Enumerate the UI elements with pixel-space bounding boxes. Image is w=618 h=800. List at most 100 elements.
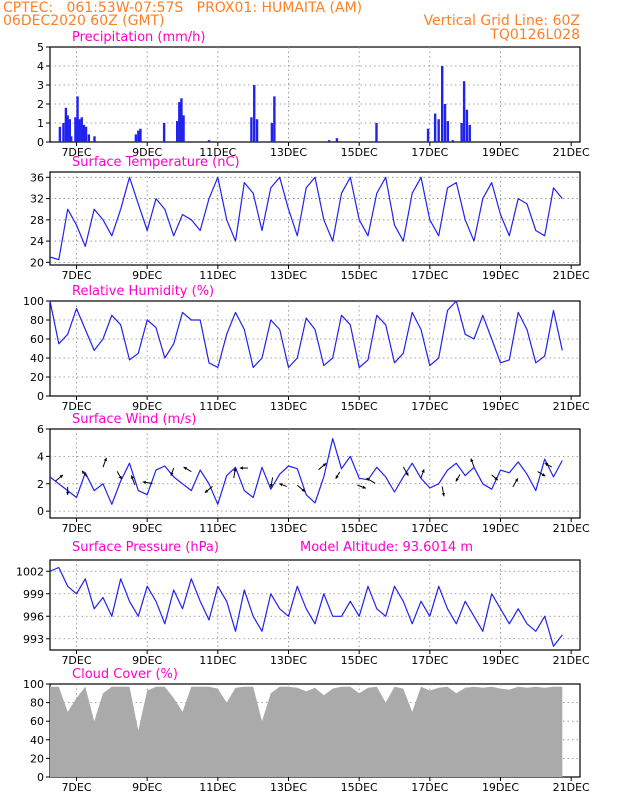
y-tick-label: 20 <box>30 752 44 765</box>
precip-bar <box>82 124 86 142</box>
x-tick-label: 19DEC <box>482 269 519 282</box>
panel-1: 7DEC 9DEC 11DEC 13DEC 15DEC 17DEC 19DEC 21DEC 0 1… <box>37 30 590 159</box>
x-tick-label: 15DEC <box>341 146 378 159</box>
y-tick-label: 28 <box>30 214 44 227</box>
y-tick-label: 24 <box>30 235 44 248</box>
x-tick-label: 15DEC <box>341 781 378 794</box>
header-date-line: 06DEC2020 60Z (GMT) <box>3 13 165 29</box>
precip-bar <box>58 126 62 142</box>
wind-arrow <box>470 458 475 468</box>
y-tick-label: 100 <box>23 678 44 691</box>
x-tick-label: 13DEC <box>270 146 307 159</box>
y-tick-label: 6 <box>37 423 44 436</box>
panel-title: Precipitation (mm/h) <box>72 30 205 45</box>
x-tick-label: 13DEC <box>270 654 307 667</box>
wind-arrow <box>54 474 64 482</box>
wind-arrow <box>239 466 248 470</box>
panel-4: 7DEC 9DEC 11DEC 13DEC 15DEC 17DEC 19DEC 21DEC 0 2… <box>37 412 590 535</box>
x-tick-label: 15DEC <box>341 269 378 282</box>
x-tick-label: 11DEC <box>199 781 236 794</box>
x-tick-label: 21DEC <box>553 146 590 159</box>
y-tick-label: 2 <box>37 478 44 491</box>
precip-bar <box>64 107 68 142</box>
series-line <box>49 566 563 647</box>
y-tick-label: 1002 <box>16 565 44 578</box>
series-line <box>49 176 563 261</box>
x-tick-label: 21DEC <box>553 781 590 794</box>
x-tick-label: 11DEC <box>199 654 236 667</box>
x-tick-label: 17DEC <box>411 269 448 282</box>
panel-frame <box>49 428 581 519</box>
x-tick-label: 15DEC <box>341 400 378 413</box>
y-tick-label: 996 <box>23 610 44 623</box>
series-line <box>49 438 563 505</box>
y-tick-label: 1 <box>37 117 44 130</box>
wind-arrow <box>81 470 88 478</box>
x-tick-label: 19DEC <box>482 146 519 159</box>
precip-bar <box>178 102 181 142</box>
wind-arrow <box>65 486 70 495</box>
precip-bar <box>441 66 444 142</box>
wind-arrow <box>130 475 136 486</box>
precip-bar <box>375 123 378 142</box>
panel-title: Relative Humidity (%) <box>72 284 214 299</box>
wind-arrow <box>491 474 499 481</box>
y-tick-label: 4 <box>37 60 44 73</box>
wind-arrow <box>455 474 461 482</box>
wind-arrow <box>420 469 425 478</box>
x-tick-label: 9DEC <box>132 654 162 667</box>
precip-bar <box>134 134 138 142</box>
panel-3: 7DEC 9DEC 11DEC 13DEC 15DEC 17DEC 19DEC 21DEC 0 2… <box>23 284 590 413</box>
wind-arrow <box>335 471 341 480</box>
precip-bar <box>253 85 256 142</box>
x-tick-label: 13DEC <box>270 269 307 282</box>
wind-arrow <box>204 485 213 494</box>
precip-bar <box>182 115 185 142</box>
precip-bar <box>250 117 253 142</box>
panel-title: Cloud Cover (%) <box>72 667 178 682</box>
wind-arrow <box>318 462 327 471</box>
x-tick-label: 11DEC <box>199 400 236 413</box>
wind-arrow <box>357 484 367 489</box>
panel-frame <box>49 171 581 266</box>
x-tick-label: 15DEC <box>341 654 378 667</box>
x-tick-label: 17DEC <box>411 146 448 159</box>
precip-bar <box>74 117 77 142</box>
wind-arrow <box>269 477 274 488</box>
x-tick-label: 13DEC <box>270 781 307 794</box>
x-tick-label: 7DEC <box>61 522 91 535</box>
precip-bar <box>80 117 83 142</box>
panel-frame <box>49 300 581 397</box>
precip-bar <box>84 126 88 142</box>
y-tick-label: 5 <box>37 41 44 54</box>
x-tick-label: 17DEC <box>411 654 448 667</box>
y-tick-label: 4 <box>37 450 44 463</box>
wind-arrow <box>512 478 519 488</box>
cloud-cover-area <box>50 686 563 777</box>
precip-bar <box>451 140 454 142</box>
model-altitude-annotation: Model Altitude: 93.6014 m <box>300 540 473 555</box>
x-tick-label: 9DEC <box>132 146 162 159</box>
x-tick-label: 7DEC <box>61 654 91 667</box>
wind-arrow <box>116 471 123 480</box>
precip-bar <box>465 109 469 142</box>
x-tick-label: 21DEC <box>553 654 590 667</box>
precip-bar <box>87 134 91 142</box>
panel-title: Surface Pressure (hPa) <box>72 540 219 555</box>
y-tick-label: 40 <box>30 734 44 747</box>
y-tick-label: 0 <box>37 505 44 518</box>
y-tick-label: 60 <box>30 715 44 728</box>
x-tick-label: 11DEC <box>199 146 236 159</box>
y-tick-label: 60 <box>30 333 44 346</box>
precip-bar <box>207 140 211 142</box>
x-tick-label: 21DEC <box>553 269 590 282</box>
precip-bar <box>70 136 73 142</box>
precip-bar <box>462 81 466 142</box>
precip-bar <box>433 113 437 142</box>
y-tick-label: 2 <box>37 98 44 111</box>
precip-bar <box>327 140 331 142</box>
panel-2: 7DEC 9DEC 11DEC 13DEC 15DEC 17DEC 19DEC 21DEC 20… <box>30 155 590 282</box>
panel-title: Surface Temperature (nC) <box>72 155 240 170</box>
precip-bar <box>255 119 259 142</box>
